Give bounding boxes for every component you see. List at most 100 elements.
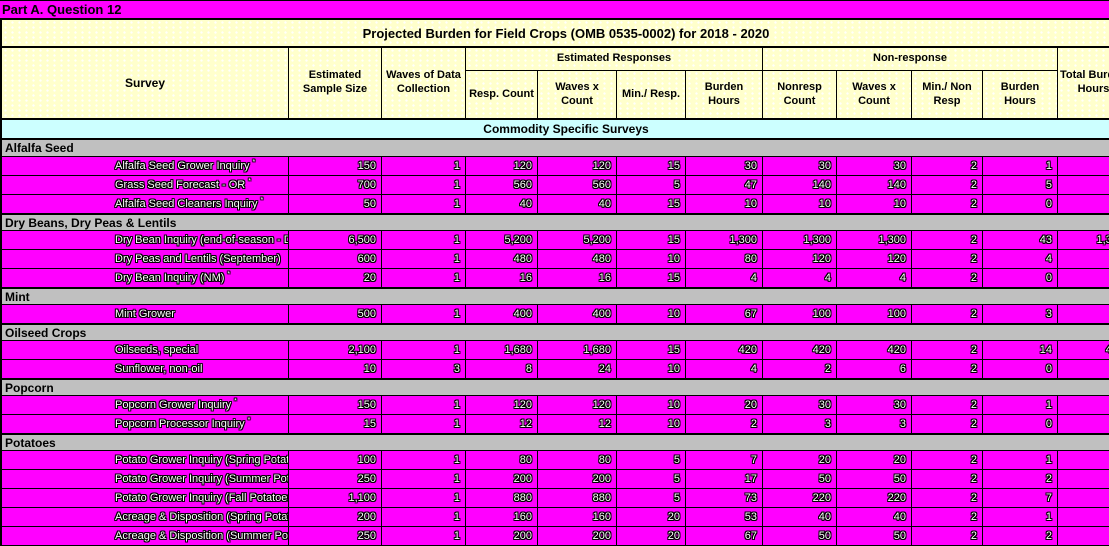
value-cell: 1 [382,157,466,175]
value-cell: 15 [289,415,382,433]
value-cell: 4 [686,360,763,378]
value-cell: 2 [912,415,983,433]
survey-name-cell: Popcorn Grower Inquiry * [2,396,289,414]
value-cell: 30 [763,157,837,175]
col-header-min-per-resp: Min./ Resp. [617,71,686,118]
value-cell: 5 [617,489,686,507]
value-cell: 5,200 [466,231,538,249]
value-cell: 120 [538,396,617,414]
value-cell: 5 [617,470,686,488]
value-cell: 30 [686,157,763,175]
value-cell: 120 [763,250,837,268]
section-header: Dry Beans, Dry Peas & Lentils [2,214,1109,231]
value-cell: 1,343 [1058,231,1109,249]
value-cell: 10 [617,360,686,378]
value-cell: 10 [837,195,912,213]
value-cell: 2,100 [289,341,382,359]
value-cell: 2 [1058,415,1109,433]
col-header-waves-x-count-nonresp: Waves x Count [837,71,912,118]
value-cell: 4 [837,269,912,287]
value-cell: 80 [686,250,763,268]
value-cell: 434 [1058,341,1109,359]
value-cell: 1 [983,451,1058,469]
table-row: Popcorn Grower Inquiry * 150 1 120 120 10 20 30 3… [2,396,1109,415]
value-cell: 1 [382,396,466,414]
table-row: Acreage & Disposition (Summer Potatoes)2… [2,527,1109,546]
value-cell: 1 [382,341,466,359]
value-cell: 2 [912,157,983,175]
value-cell: 1 [382,305,466,323]
value-cell: 10 [1058,195,1109,213]
value-cell: 200 [466,470,538,488]
survey-name-cell: Grass Seed Forecast - OR * [2,176,289,194]
value-cell: 31 [1058,157,1109,175]
value-cell: 100 [837,305,912,323]
value-cell: 2 [983,527,1058,545]
value-cell: 1 [382,415,466,433]
value-cell: 20 [686,396,763,414]
value-cell: 53 [686,508,763,526]
table-header: Survey Estimated Sample Size Waves of Da… [2,48,1109,120]
value-cell: 24 [538,360,617,378]
value-cell: 2 [912,489,983,507]
value-cell: 2 [686,415,763,433]
value-cell: 50 [763,527,837,545]
value-cell: 560 [466,176,538,194]
value-cell: 20 [763,451,837,469]
part-a-question-label: Part A. Question 12 [0,0,1109,18]
col-header-waves-x-count: Waves x Count [538,71,617,118]
value-cell: 400 [538,305,617,323]
col-header-survey: Survey [2,48,289,118]
value-cell: 20 [617,527,686,545]
value-cell: 2 [912,305,983,323]
section-header: Potatoes [2,434,1109,451]
survey-name-cell: Mint Grower [2,305,289,323]
survey-name-cell: Acreage & Disposition (Spring Potatoes) [2,508,289,526]
value-cell: 8 [1058,451,1109,469]
value-cell: 1 [983,508,1058,526]
section-header: Alfalfa Seed [2,140,1109,157]
value-cell: 1 [382,508,466,526]
value-cell: 50 [837,470,912,488]
value-cell: 160 [466,508,538,526]
value-cell: 15 [617,157,686,175]
value-cell: 5 [617,176,686,194]
survey-name-cell: Potato Grower Inquiry (Summer Potatoes) [2,470,289,488]
value-cell: 17 [686,470,763,488]
burden-table: Projected Burden for Field Crops (OMB 05… [0,18,1109,546]
value-cell: 5 [983,176,1058,194]
value-cell: 50 [837,527,912,545]
value-cell: 1 [382,269,466,287]
value-cell: 2 [912,269,983,287]
value-cell: 3 [837,415,912,433]
value-cell: 70 [1058,305,1109,323]
value-cell: 220 [763,489,837,507]
value-cell: 1 [382,195,466,213]
col-header-resp-count: Resp. Count [466,71,538,118]
value-cell: 200 [538,527,617,545]
value-cell: 100 [763,305,837,323]
value-cell: 250 [289,470,382,488]
value-cell: 1 [382,176,466,194]
table-row: Dry Bean Inquiry (end-of-season - Dec) 6,… [2,231,1109,250]
col-header-min-per-nonresp: Min./ Non Resp [912,71,983,118]
value-cell: 120 [837,250,912,268]
value-cell: 150 [289,157,382,175]
table-row: Alfalfa Seed Cleaners Inquiry * 50 1 40 40 15 1… [2,195,1109,214]
table-row: Sunflower, non-oil10382410426204 [2,360,1109,379]
value-cell: 1 [983,396,1058,414]
survey-name-cell: Alfalfa Seed Cleaners Inquiry * [2,195,289,213]
value-cell: 2 [912,341,983,359]
value-cell: 5 [617,451,686,469]
value-cell: 40 [837,508,912,526]
table-row: Dry Bean Inquiry (NM)*201161615444204 [2,269,1109,288]
section-header: Oilseed Crops [2,324,1109,341]
value-cell: 1,300 [763,231,837,249]
value-cell: 600 [289,250,382,268]
value-cell: 2 [912,250,983,268]
value-cell: 200 [538,470,617,488]
table-row: Mint Grower500140040010671001002370 [2,305,1109,324]
col-header-burden-hours: Burden Hours [686,71,763,118]
survey-name-cell: Dry Bean Inquiry (NM) * [2,269,289,287]
table-row: Alfalfa Seed Grower Inquiry * 150 1 120 120 15… [2,157,1109,176]
